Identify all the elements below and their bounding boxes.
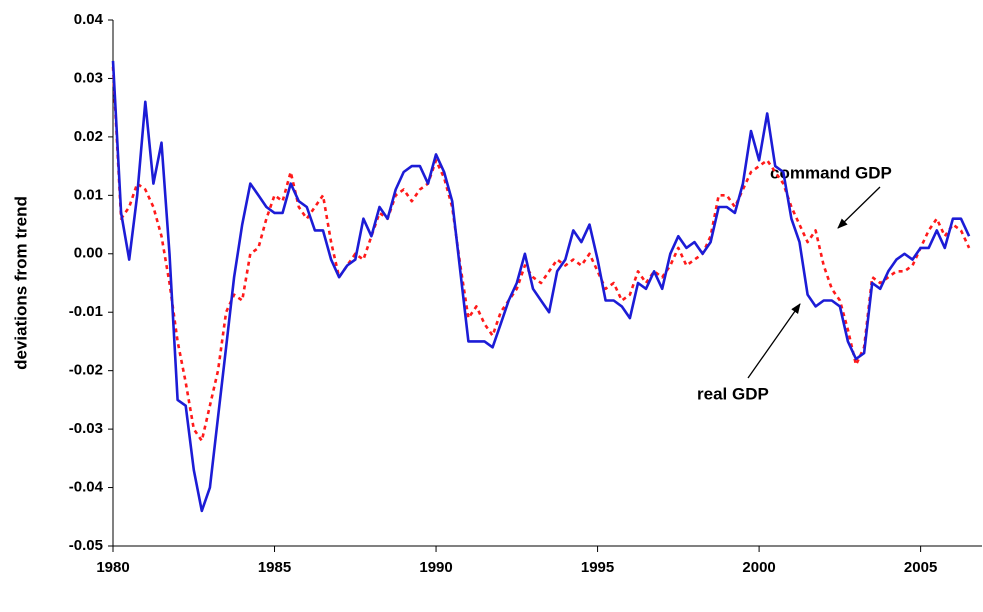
y-axis-label: deviations from trend bbox=[11, 196, 30, 370]
y-tick-label: 0.01 bbox=[74, 186, 103, 203]
x-tick-label: 2005 bbox=[904, 559, 937, 576]
y-tick-label: -0.04 bbox=[69, 479, 104, 496]
annotation: real GDP bbox=[697, 384, 769, 403]
x-tick-label: 1985 bbox=[258, 559, 291, 576]
x-tick-label: 1980 bbox=[96, 559, 129, 576]
y-tick-label: 0.02 bbox=[74, 128, 103, 145]
y-tick-label: -0.02 bbox=[69, 362, 103, 379]
x-tick-label: 1995 bbox=[581, 559, 614, 576]
annotation-arrow bbox=[747, 303, 801, 379]
y-tick-label: -0.01 bbox=[69, 303, 103, 320]
annotation-arrow bbox=[837, 186, 881, 229]
annotation: command GDP bbox=[770, 163, 892, 182]
series-line bbox=[111, 66, 971, 443]
y-tick-label: 0.00 bbox=[74, 245, 103, 262]
y-tick-label: -0.05 bbox=[69, 537, 103, 554]
y-tick-label: 0.03 bbox=[74, 69, 103, 86]
y-tick-label: -0.03 bbox=[69, 420, 103, 437]
x-tick-label: 1990 bbox=[419, 559, 452, 576]
x-tick-label: 2000 bbox=[742, 559, 775, 576]
y-tick-label: 0.04 bbox=[74, 11, 104, 28]
series-line bbox=[111, 60, 971, 513]
